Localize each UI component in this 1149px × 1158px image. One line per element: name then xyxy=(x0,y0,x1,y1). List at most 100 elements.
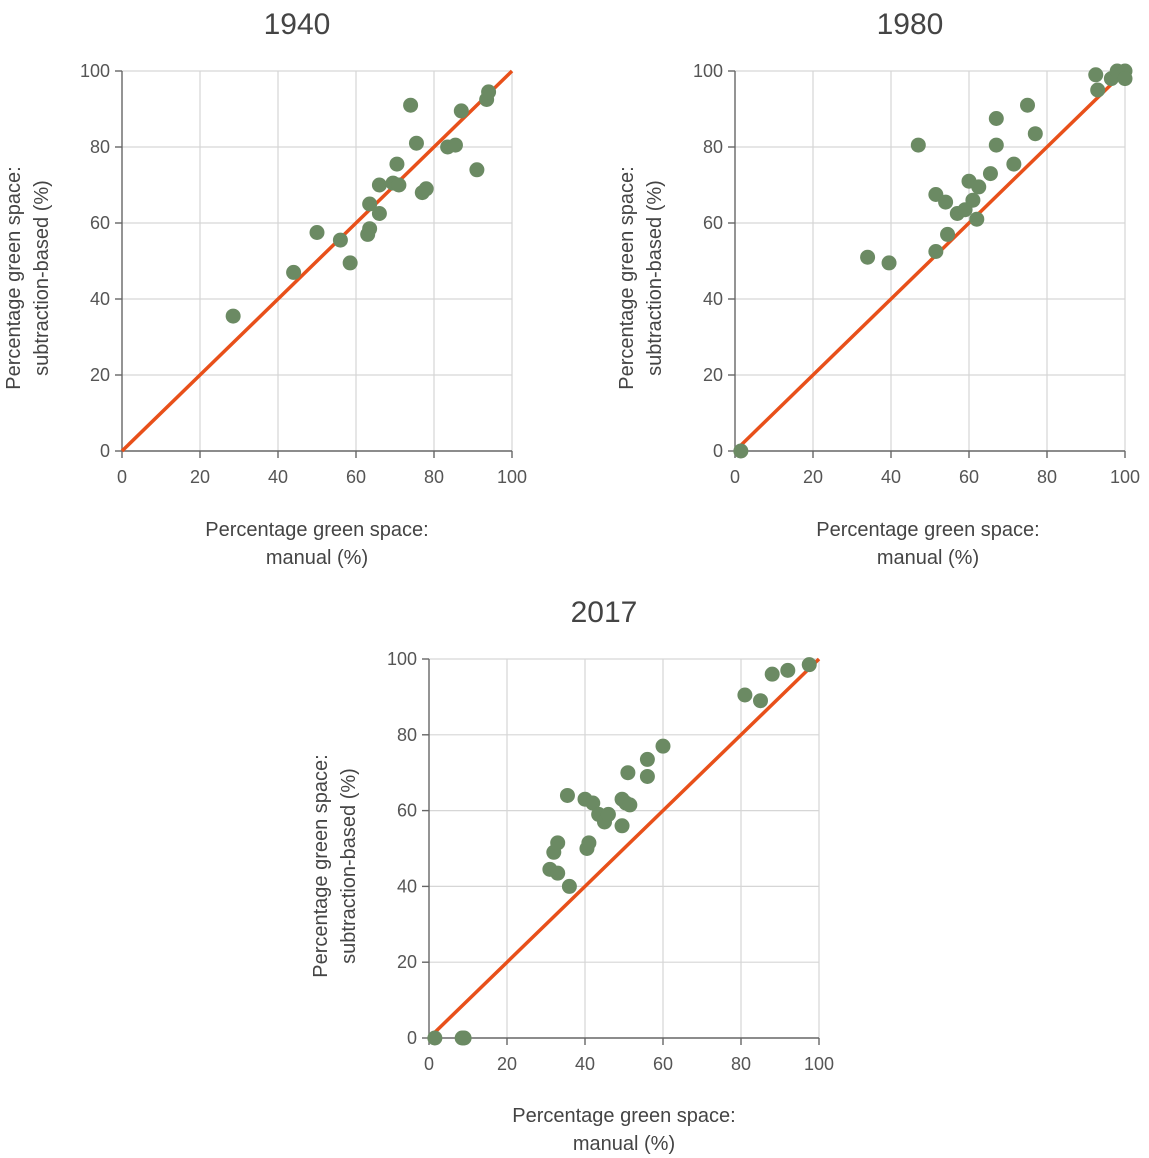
x-axis-label-line-1: Percentage green space: xyxy=(816,519,1040,541)
data-point xyxy=(362,221,378,237)
data-point xyxy=(910,137,926,153)
data-point xyxy=(447,137,463,153)
y-tick-label: 40 xyxy=(703,289,723,309)
data-point xyxy=(614,818,630,834)
data-point xyxy=(988,111,1004,126)
x-tick-label: 0 xyxy=(424,1054,434,1074)
y-tick-label: 0 xyxy=(713,441,723,461)
scatter-panel-1980: 1980 Percentage green space: subtraction… xyxy=(580,0,1149,580)
data-point xyxy=(309,225,325,240)
one-to-one-line xyxy=(120,69,514,453)
data-point xyxy=(1006,156,1022,172)
data-point xyxy=(655,738,671,754)
x-tick-label: 40 xyxy=(881,467,901,487)
y-tick-label: 100 xyxy=(387,649,417,669)
x-tick-label: 80 xyxy=(424,467,444,487)
scatter-panel-1940: 1940 Percentage green space: subtraction… xyxy=(0,0,560,580)
data-point xyxy=(371,206,387,221)
data-point xyxy=(620,765,636,781)
x-axis-label-line-1: Percentage green space: xyxy=(205,519,429,541)
x-tick-label: 40 xyxy=(575,1054,595,1074)
y-tick-label: 40 xyxy=(90,289,110,309)
x-tick-label: 60 xyxy=(959,467,979,487)
data-point xyxy=(389,156,405,172)
data-point xyxy=(1020,97,1035,113)
x-tick-label: 20 xyxy=(190,467,210,487)
data-point xyxy=(559,787,575,803)
x-axis-label-line-2: manual (%) xyxy=(265,547,369,569)
one-to-one-line xyxy=(733,69,1127,453)
data-point xyxy=(860,249,876,265)
x-tick-label: 20 xyxy=(803,467,823,487)
data-point xyxy=(585,795,601,811)
data-point xyxy=(733,443,749,459)
data-point xyxy=(1117,71,1133,87)
chart-title: 1940 xyxy=(263,8,331,41)
scatter-panel-2017: 2017 Percentage green space: subtraction… xyxy=(300,588,860,1158)
data-point xyxy=(456,1030,472,1046)
data-point xyxy=(403,97,419,113)
y-tick-label: 20 xyxy=(90,365,110,385)
chart-title: 2017 xyxy=(570,596,638,629)
x-tick-label: 80 xyxy=(731,1054,751,1074)
x-axis-label: Percentage green space: manual (%) xyxy=(748,516,1108,572)
y-tick-label: 80 xyxy=(703,137,723,157)
data-point xyxy=(561,878,577,894)
y-tick-label: 60 xyxy=(703,213,723,233)
x-tick-label: 60 xyxy=(653,1054,673,1074)
x-tick-label: 100 xyxy=(1110,467,1140,487)
data-point xyxy=(408,135,424,151)
data-point xyxy=(332,232,348,248)
data-point xyxy=(639,768,655,784)
y-tick-label: 100 xyxy=(693,61,723,81)
data-point xyxy=(928,244,944,259)
data-point xyxy=(225,308,241,324)
x-axis-label: Percentage green space: manual (%) xyxy=(444,1102,804,1158)
data-point xyxy=(639,751,655,767)
data-point xyxy=(938,194,954,210)
x-axis-label-line-2: manual (%) xyxy=(876,547,980,569)
x-tick-label: 40 xyxy=(268,467,288,487)
x-tick-label: 80 xyxy=(1037,467,1057,487)
y-tick-label: 20 xyxy=(703,365,723,385)
data-point xyxy=(1088,67,1104,83)
data-point xyxy=(753,693,768,709)
data-point xyxy=(427,1030,443,1046)
data-point xyxy=(969,211,985,227)
data-point xyxy=(737,687,753,703)
y-tick-label: 20 xyxy=(397,952,417,972)
x-tick-label: 0 xyxy=(730,467,740,487)
y-tick-label: 60 xyxy=(397,801,417,821)
data-point xyxy=(988,137,1004,153)
data-point xyxy=(1090,82,1106,98)
data-point xyxy=(581,835,597,851)
data-point xyxy=(391,177,407,193)
data-point xyxy=(550,865,566,881)
data-point xyxy=(801,657,817,673)
x-tick-label: 100 xyxy=(497,467,527,487)
data-point xyxy=(971,179,987,195)
data-point xyxy=(469,162,485,178)
data-point xyxy=(622,797,638,813)
data-point xyxy=(550,835,566,851)
data-point xyxy=(780,662,796,678)
x-axis-label-line-1: Percentage green space: xyxy=(512,1105,736,1127)
chart-title: 1980 xyxy=(876,8,944,41)
data-point xyxy=(764,666,780,682)
x-axis-label: Percentage green space: manual (%) xyxy=(137,516,497,572)
y-tick-label: 0 xyxy=(100,441,110,461)
scatter-plot-svg: 0 20 40 60 80 100 0 20 40 60 80 100 xyxy=(80,61,527,487)
y-tick-label: 80 xyxy=(90,137,110,157)
y-tick-label: 100 xyxy=(80,61,110,81)
data-point xyxy=(286,264,302,280)
data-point xyxy=(881,255,897,271)
x-tick-label: 0 xyxy=(117,467,127,487)
data-point xyxy=(1027,126,1043,142)
x-tick-label: 60 xyxy=(346,467,366,487)
data-point xyxy=(940,226,956,242)
data-point xyxy=(982,166,998,182)
scatter-plot-svg: 0 20 40 60 80 100 0 20 40 60 80 100 xyxy=(693,61,1140,487)
x-axis-label-line-2: manual (%) xyxy=(572,1133,676,1155)
one-to-one-line xyxy=(427,657,821,1040)
y-tick-label: 80 xyxy=(397,725,417,745)
